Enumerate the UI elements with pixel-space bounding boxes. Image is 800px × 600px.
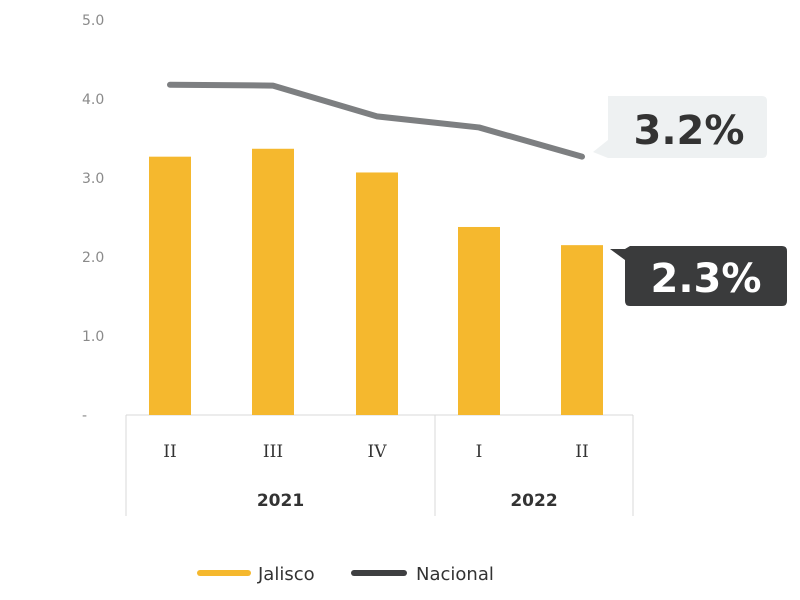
nacional-callout-label: 3.2% [634,108,745,154]
nacional-callout: 3.2% [593,96,767,158]
bar-jalisco [561,245,603,415]
legend-label-jalisco: Jalisco [257,564,315,585]
bar-jalisco [356,172,398,415]
x-category-label: I [476,442,483,462]
x-year-label: 2021 [257,491,304,511]
nacional-line-group [167,81,585,160]
bar-jalisco [149,156,191,416]
x-category-label: II [163,442,176,462]
y-tick-label: - [82,408,87,424]
y-axis-ticks: 5.0 4.0 3.0 2.0 1.0 - [82,13,104,424]
legend: Jalisco Nacional [197,564,494,585]
x-category-label: III [263,442,283,462]
x-axis-years: 2021 2022 [257,491,558,511]
x-category-label: II [575,442,588,462]
x-year-label: 2022 [510,491,557,511]
jalisco-callout-label: 2.3% [651,256,762,302]
y-tick-label: 1.0 [82,329,104,345]
jalisco-callout: 2.3% [610,246,787,306]
y-tick-label: 2.0 [82,250,104,266]
x-category-label: IV [368,442,388,462]
y-tick-label: 3.0 [82,171,104,187]
x-axis-categories: II III IV I II [163,442,588,462]
bar-jalisco [252,148,294,415]
nacional-callout-box [593,96,767,158]
nacional-line [167,81,585,160]
jalisco-callout-box [610,246,787,306]
legend-label-nacional: Nacional [416,564,494,585]
bar-jalisco [458,226,500,415]
y-tick-label: 5.0 [82,13,104,29]
jalisco-bars [149,148,603,416]
y-tick-label: 4.0 [82,92,104,108]
